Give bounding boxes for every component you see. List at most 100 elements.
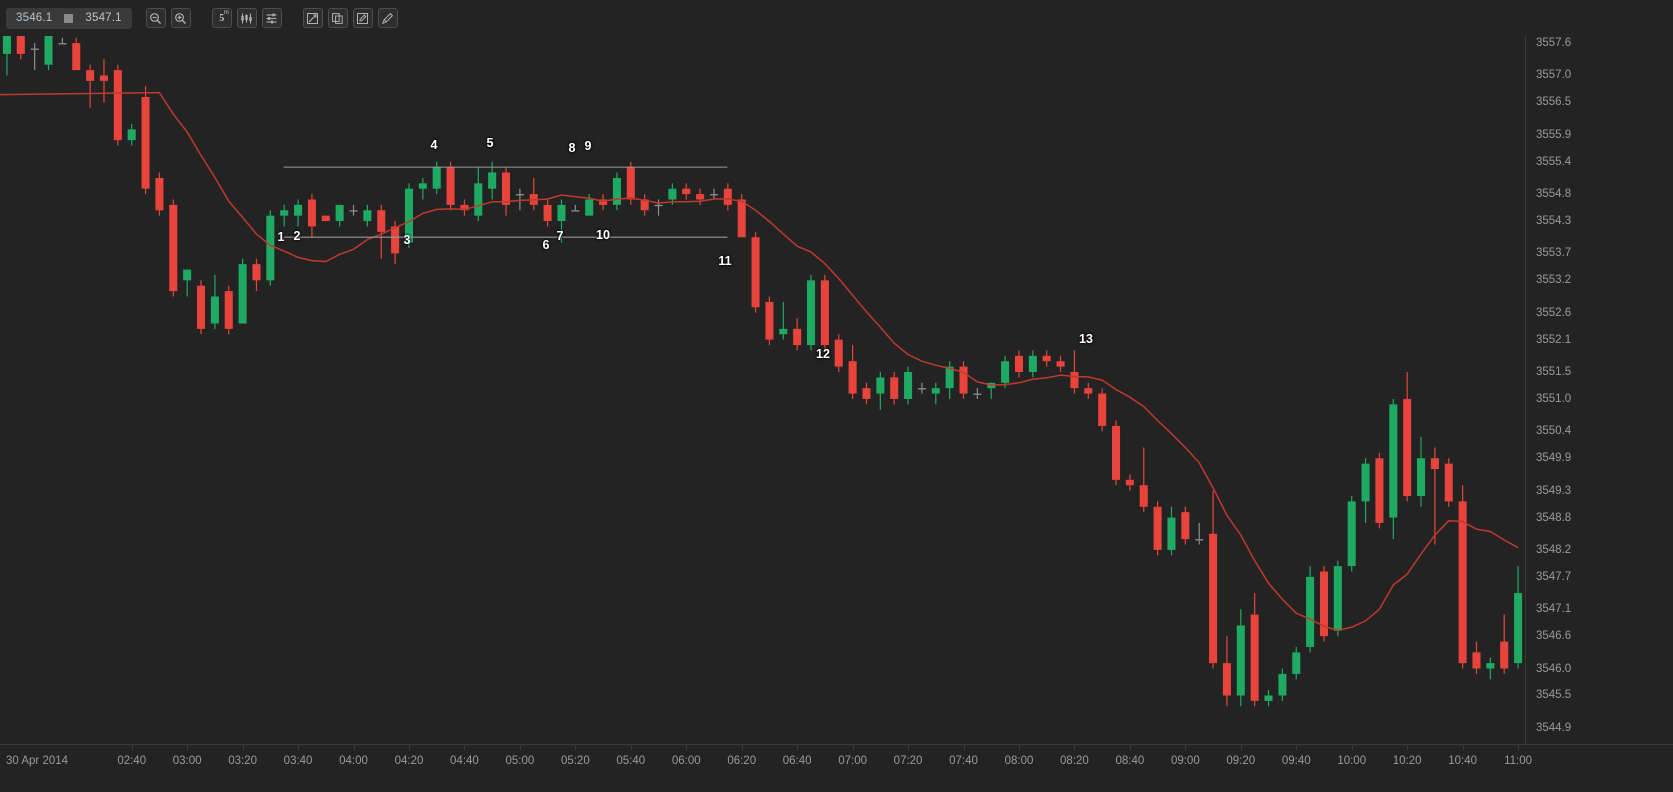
price-axis-tick: 3545.5 bbox=[1536, 689, 1572, 702]
plot-svg bbox=[0, 16, 1523, 707]
price-axis-tick: 3555.4 bbox=[1536, 155, 1572, 168]
time-axis-tick-mark bbox=[464, 745, 466, 750]
time-axis-tick: 09:00 bbox=[1170, 755, 1200, 767]
time-axis-tick: 04:00 bbox=[339, 755, 368, 767]
draw-tool-icon[interactable] bbox=[377, 8, 398, 28]
time-axis-tick: 10:40 bbox=[1448, 755, 1477, 767]
time-axis-tick-mark bbox=[630, 745, 632, 750]
time-axis-tick-mark bbox=[242, 745, 244, 750]
time-axis-tick: 03:00 bbox=[172, 755, 202, 767]
time-axis-tick-mark bbox=[1074, 745, 1076, 750]
price-axis-tick: 3547.1 bbox=[1536, 603, 1572, 616]
time-axis-tick: 08:40 bbox=[1115, 755, 1145, 767]
time-axis-tick-mark bbox=[1462, 745, 1464, 750]
time-axis-tick: 06:40 bbox=[782, 755, 812, 767]
date-label: 30 Apr 2014 bbox=[6, 755, 69, 767]
price-axis[interactable]: 3558.13557.63557.03556.53555.93555.43554… bbox=[1525, 0, 1673, 744]
price-axis-tick: 3546.0 bbox=[1536, 662, 1572, 675]
price-axis-tick: 3552.6 bbox=[1536, 306, 1572, 319]
time-axis-tick: 05:20 bbox=[560, 755, 590, 767]
price-axis-tick: 3547.7 bbox=[1536, 570, 1572, 583]
time-axis-tick: 05:00 bbox=[505, 755, 535, 767]
price-axis-tick: 3551.0 bbox=[1536, 392, 1572, 405]
time-axis-tick-mark bbox=[187, 745, 189, 750]
price-axis-tick: 3551.5 bbox=[1536, 366, 1572, 378]
price-axis-tick: 3546.6 bbox=[1536, 630, 1572, 643]
time-axis-tick: 03:20 bbox=[228, 755, 257, 767]
indicator-settings-icon[interactable] bbox=[261, 8, 282, 28]
time-axis-tick: 04:40 bbox=[450, 755, 479, 767]
time-axis-tick-mark bbox=[908, 745, 910, 750]
time-axis-tick: 04:20 bbox=[394, 755, 424, 767]
time-axis-tick: 11:00 bbox=[1504, 755, 1533, 767]
price-display: 3546.1 3547.1 bbox=[6, 7, 132, 29]
zoom-in-icon[interactable] bbox=[170, 8, 191, 28]
candlestick-plot-area[interactable] bbox=[0, 0, 1525, 744]
candlestick-type-icon[interactable] bbox=[236, 8, 257, 28]
price-axis-tick: 3555.9 bbox=[1536, 128, 1572, 141]
edit-tool-icon[interactable] bbox=[352, 8, 373, 28]
price-axis-tick: 3557.0 bbox=[1536, 69, 1572, 82]
timeframe-value: 5 bbox=[219, 12, 225, 24]
price-axis-tick: 3553.2 bbox=[1536, 274, 1572, 287]
time-axis-tick: 10:20 bbox=[1392, 755, 1422, 767]
time-axis-tick: 09:40 bbox=[1281, 755, 1311, 767]
zoom-out-icon[interactable] bbox=[145, 8, 166, 28]
time-axis[interactable]: 30 Apr 2014 02:40 03:00 03:20 03:40 04:00 04:… bbox=[0, 744, 1673, 792]
time-axis-tick-mark bbox=[1185, 745, 1187, 750]
copy-tool-icon[interactable] bbox=[327, 8, 348, 28]
time-axis-tick: 03:40 bbox=[283, 755, 313, 767]
chart-toolbar: 3546.1 3547.1 5 m bbox=[0, 0, 1673, 36]
price-axis-tick: 3554.8 bbox=[1536, 188, 1572, 201]
time-axis-tick: 06:20 bbox=[727, 755, 757, 767]
price-axis-tick: 3550.4 bbox=[1536, 425, 1572, 438]
timeframe-unit: m bbox=[223, 10, 229, 16]
time-axis-tick: 07:00 bbox=[838, 755, 867, 767]
time-axis-tick-mark bbox=[353, 745, 355, 750]
price-axis-tick: 3552.1 bbox=[1536, 333, 1572, 346]
candle-series bbox=[2, 16, 1523, 707]
time-axis-tick: 09:20 bbox=[1226, 755, 1256, 767]
time-axis-tick-mark bbox=[1018, 745, 1020, 750]
trendline-tool-icon[interactable] bbox=[302, 8, 323, 28]
time-axis-tick: 02:40 bbox=[117, 755, 147, 767]
time-axis-tick: 05:40 bbox=[616, 755, 646, 767]
time-axis-tick-mark bbox=[519, 745, 521, 750]
time-axis-tick-mark bbox=[1518, 745, 1520, 750]
price-high-value: 3547.1 bbox=[85, 12, 122, 24]
time-axis-tick-mark bbox=[575, 745, 577, 750]
price-axis-tick: 3556.5 bbox=[1536, 96, 1572, 109]
moving-average-line bbox=[0, 91, 1519, 632]
time-axis-tick-mark bbox=[963, 745, 965, 750]
timeframe-5min-icon[interactable]: 5 m bbox=[211, 8, 232, 28]
price-axis-tick: 3554.3 bbox=[1536, 215, 1572, 228]
time-axis-tick-mark bbox=[852, 745, 854, 750]
time-axis-tick-mark bbox=[1407, 745, 1409, 750]
time-axis-tick: 08:20 bbox=[1060, 755, 1089, 767]
time-axis-tick: 07:20 bbox=[893, 755, 923, 767]
time-axis-tick-mark bbox=[797, 745, 799, 750]
time-axis-tick-mark bbox=[408, 745, 410, 750]
time-axis-tick-mark bbox=[298, 745, 300, 750]
time-axis-tick-mark bbox=[1129, 745, 1131, 750]
time-axis-tick-mark bbox=[1351, 745, 1353, 750]
price-axis-tick: 3557.6 bbox=[1536, 37, 1572, 50]
time-axis-tick-mark bbox=[1240, 745, 1242, 750]
time-axis-tick: 10:00 bbox=[1337, 755, 1367, 767]
time-axis-tick: 07:40 bbox=[949, 755, 978, 767]
price-axis-tick: 3549.3 bbox=[1536, 484, 1572, 497]
time-axis-tick: 08:00 bbox=[1004, 755, 1034, 767]
time-axis-tick: 06:00 bbox=[671, 755, 701, 767]
price-separator-icon bbox=[64, 13, 74, 23]
price-axis-tick: 3553.7 bbox=[1536, 247, 1572, 260]
price-axis-tick: 3549.9 bbox=[1536, 452, 1572, 465]
price-axis-tick: 3544.9 bbox=[1536, 721, 1572, 734]
time-axis-tick-mark bbox=[131, 745, 133, 750]
price-low-value: 3546.1 bbox=[16, 12, 53, 24]
price-axis-tick: 3548.8 bbox=[1536, 511, 1572, 524]
time-axis-tick-mark bbox=[1296, 745, 1298, 750]
time-axis-tick-mark bbox=[741, 745, 743, 750]
time-axis-tick-mark bbox=[686, 745, 688, 750]
price-axis-tick: 3548.2 bbox=[1536, 543, 1572, 556]
